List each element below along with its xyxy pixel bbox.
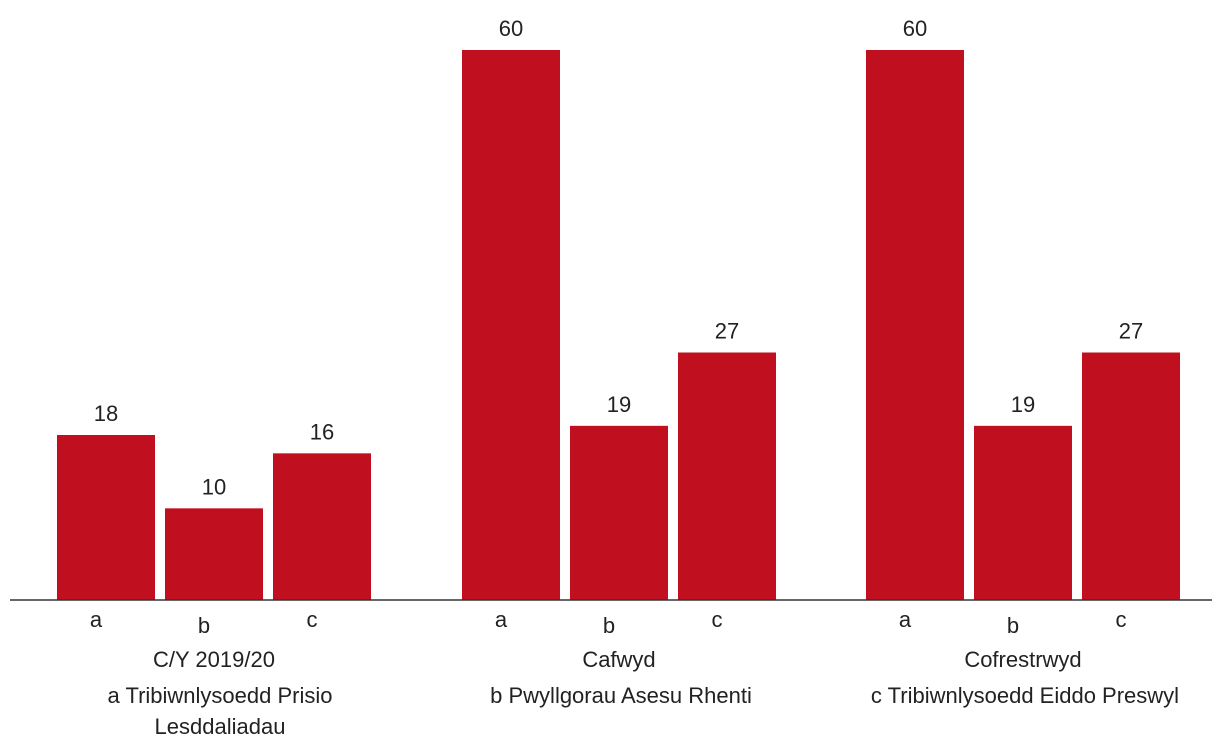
value-label: 27	[1119, 319, 1143, 344]
category-tick-label: c	[712, 607, 723, 632]
bar-1-b	[165, 508, 263, 600]
category-tick-label: c	[307, 607, 318, 632]
bar-1-c	[273, 453, 371, 600]
group-label: Cafwyd	[582, 647, 655, 672]
bar-1-a	[57, 435, 155, 600]
category-tick-label: c	[1116, 607, 1127, 632]
value-label: 10	[202, 474, 226, 499]
bars-layer	[57, 50, 1180, 600]
bar-2-c	[678, 352, 776, 600]
group-label: Cofrestrwyd	[964, 647, 1081, 672]
category-tick-label: a	[90, 607, 103, 632]
value-label: 27	[715, 319, 739, 344]
bar-2-b	[570, 425, 668, 600]
category-tick-label: b	[1007, 613, 1019, 638]
category-tick-label: a	[495, 607, 508, 632]
legend-entry-c: c Tribiwnlysoedd Eiddo Preswyl	[871, 683, 1179, 708]
value-label: 60	[499, 16, 523, 41]
value-label: 60	[903, 16, 927, 41]
bar-3-c	[1082, 352, 1180, 600]
value-labels-layer: 18 10 16 60 19 27 60 19 27	[94, 16, 1143, 499]
category-tick-label: a	[899, 607, 912, 632]
category-tick-label: b	[603, 613, 615, 638]
value-label: 19	[1011, 392, 1035, 417]
value-label: 16	[310, 419, 334, 444]
category-tick-label: b	[198, 613, 210, 638]
value-label: 18	[94, 401, 118, 426]
bar-2-a	[462, 50, 560, 600]
legend-entry-a: Lesddaliadau	[155, 714, 286, 736]
legend-entry-a: a Tribiwnlysoedd Prisio	[108, 683, 333, 708]
bar-3-b	[974, 425, 1072, 600]
group-label: C/Y 2019/20	[153, 647, 275, 672]
bar-3-a	[866, 50, 964, 600]
value-label: 19	[607, 392, 631, 417]
legend-entry-b: b Pwyllgorau Asesu Rhenti	[490, 683, 752, 708]
legend: a Tribiwnlysoedd Prisio Lesddaliadau b Pwy…	[108, 683, 1180, 736]
group-labels-layer: C/Y 2019/20 Cafwyd Cofrestrwyd	[153, 647, 1082, 672]
